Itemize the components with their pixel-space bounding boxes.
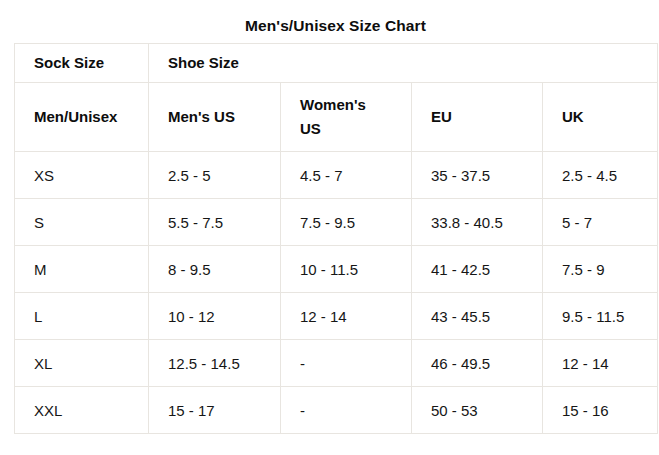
table-cell: 7.5 - 9.5: [281, 199, 412, 246]
table-row: S5.5 - 7.57.5 - 9.533.8 - 40.55 - 7: [15, 199, 658, 246]
table-cell: 2.5 - 5: [149, 152, 281, 199]
table-cell: 8 - 9.5: [149, 246, 281, 293]
table-row: XXL15 - 17-50 - 5315 - 16: [15, 387, 658, 434]
table-cell: 10 - 11.5: [281, 246, 412, 293]
table-cell: 12.5 - 14.5: [149, 340, 281, 387]
table-cell: 2.5 - 4.5: [543, 152, 658, 199]
row-label-cell: XS: [15, 152, 149, 199]
table-row: M8 - 9.510 - 11.541 - 42.57.5 - 9: [15, 246, 658, 293]
table-cell: 5.5 - 7.5: [149, 199, 281, 246]
row-label-cell: XL: [15, 340, 149, 387]
table-cell: 35 - 37.5: [412, 152, 543, 199]
table-cell: -: [281, 387, 412, 434]
sock-size-header: Sock Size: [15, 44, 149, 83]
table-cell: 10 - 12: [149, 293, 281, 340]
table-cell: 15 - 16: [543, 387, 658, 434]
page-title: Men's/Unisex Size Chart: [14, 16, 657, 35]
table-cell: -: [281, 340, 412, 387]
group-header-row: Sock Size Shoe Size: [15, 44, 658, 83]
table-cell: 5 - 7: [543, 199, 658, 246]
row-label-cell: S: [15, 199, 149, 246]
table-row: XL12.5 - 14.5-46 - 49.512 - 14: [15, 340, 658, 387]
column-header-row: Men/Unisex Men's US Women's US EU UK: [15, 83, 658, 152]
table-cell: 41 - 42.5: [412, 246, 543, 293]
table-cell: 4.5 - 7: [281, 152, 412, 199]
table-cell: 9.5 - 11.5: [543, 293, 658, 340]
column-header-womens-us: Women's US: [281, 83, 412, 152]
column-header-eu: EU: [412, 83, 543, 152]
row-label-cell: XXL: [15, 387, 149, 434]
row-label-cell: M: [15, 246, 149, 293]
size-chart-page: Men's/Unisex Size Chart Sock Size Shoe S…: [0, 16, 659, 455]
table-body: XS2.5 - 54.5 - 735 - 37.52.5 - 4.5S5.5 -…: [15, 152, 658, 434]
column-header-mens-us: Men's US: [149, 83, 281, 152]
table-cell: 7.5 - 9: [543, 246, 658, 293]
column-header-uk: UK: [543, 83, 658, 152]
table-cell: 43 - 45.5: [412, 293, 543, 340]
table-cell: 50 - 53: [412, 387, 543, 434]
row-label-cell: L: [15, 293, 149, 340]
table-cell: 15 - 17: [149, 387, 281, 434]
shoe-size-header: Shoe Size: [149, 44, 658, 83]
table-cell: 12 - 14: [543, 340, 658, 387]
table-row: L10 - 1212 - 1443 - 45.59.5 - 11.5: [15, 293, 658, 340]
size-chart-table: Sock Size Shoe Size Men/Unisex Men's US …: [14, 43, 658, 434]
table-cell: 33.8 - 40.5: [412, 199, 543, 246]
table-cell: 46 - 49.5: [412, 340, 543, 387]
table-cell: 12 - 14: [281, 293, 412, 340]
table-row: XS2.5 - 54.5 - 735 - 37.52.5 - 4.5: [15, 152, 658, 199]
column-header-men-unisex: Men/Unisex: [15, 83, 149, 152]
